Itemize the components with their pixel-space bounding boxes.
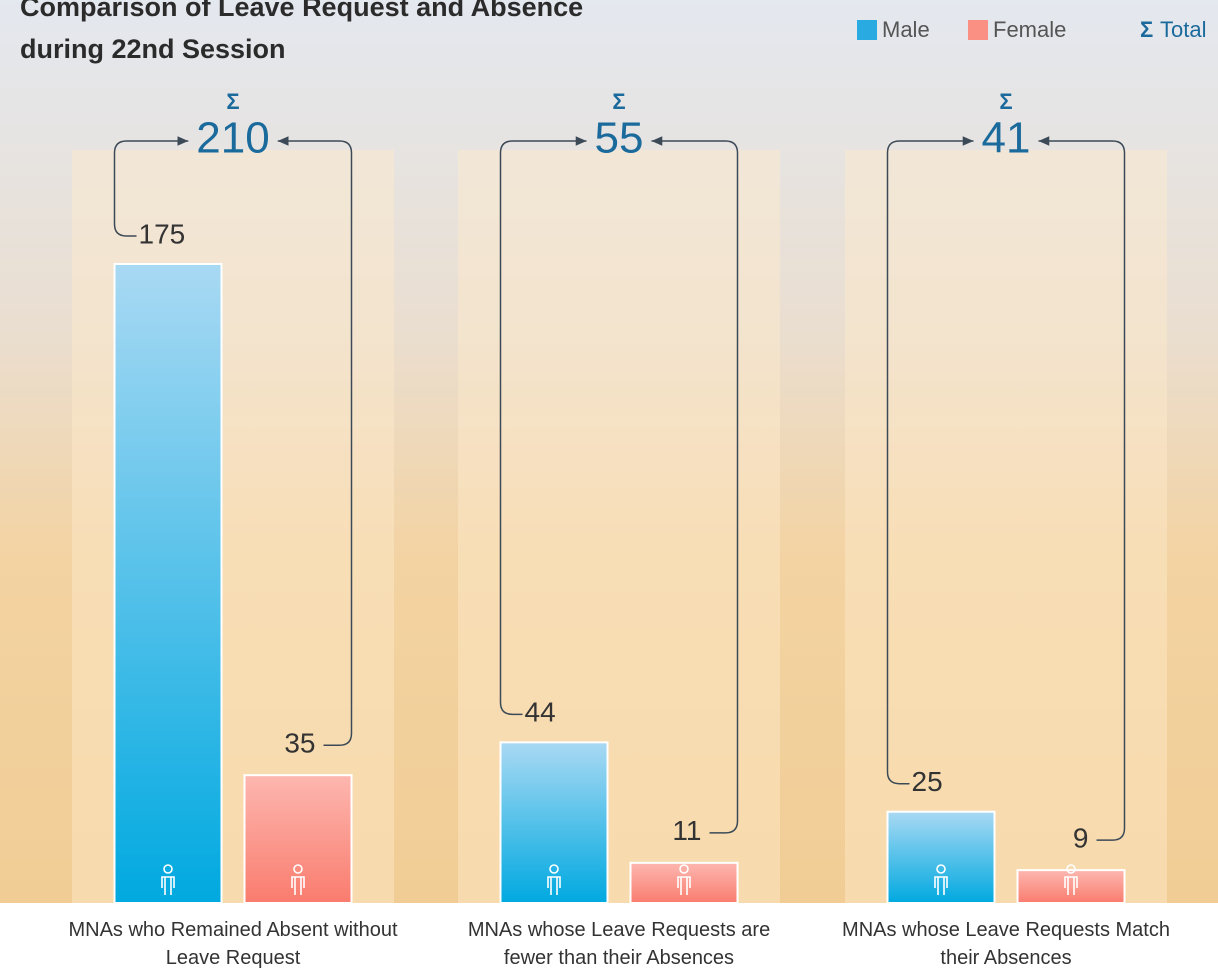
- group-band: [845, 150, 1167, 903]
- total-label: 41: [982, 114, 1031, 163]
- total-label: 55: [595, 114, 644, 163]
- total-label: 210: [196, 114, 269, 163]
- legend-swatch: [968, 20, 988, 40]
- value-label: 11: [672, 815, 701, 846]
- x-tick-label: MNAs whose Leave Requests are fewer than…: [454, 916, 784, 972]
- legend-total-label: Total: [1160, 17, 1206, 42]
- value-label: 175: [139, 218, 186, 249]
- value-label: 44: [525, 697, 556, 728]
- bar: [631, 863, 738, 903]
- chart: Comparison of Leave Request and Absence …: [0, 0, 1218, 972]
- value-label: 25: [912, 766, 943, 797]
- legend-label: Male: [882, 17, 930, 42]
- legend-swatch: [857, 20, 877, 40]
- total-symbol: Σ: [226, 89, 239, 114]
- total-symbol: Σ: [612, 89, 625, 114]
- value-label: 35: [284, 728, 315, 759]
- x-tick-label: MNAs who Remained Absent without Leave R…: [68, 916, 398, 972]
- bar: [115, 264, 222, 903]
- total-symbol: Σ: [999, 89, 1012, 114]
- bar: [888, 812, 995, 903]
- plot: MaleFemaleΣTotalΣ21017535Σ554411Σ41259: [0, 0, 1218, 972]
- bar: [501, 742, 608, 903]
- x-tick-label: MNAs whose Leave Requests Match their Ab…: [841, 916, 1171, 972]
- legend-label: Female: [993, 17, 1066, 42]
- value-label: 9: [1073, 823, 1089, 854]
- bar: [245, 775, 352, 903]
- legend-total-symbol: Σ: [1140, 17, 1153, 42]
- bar: [1018, 870, 1125, 903]
